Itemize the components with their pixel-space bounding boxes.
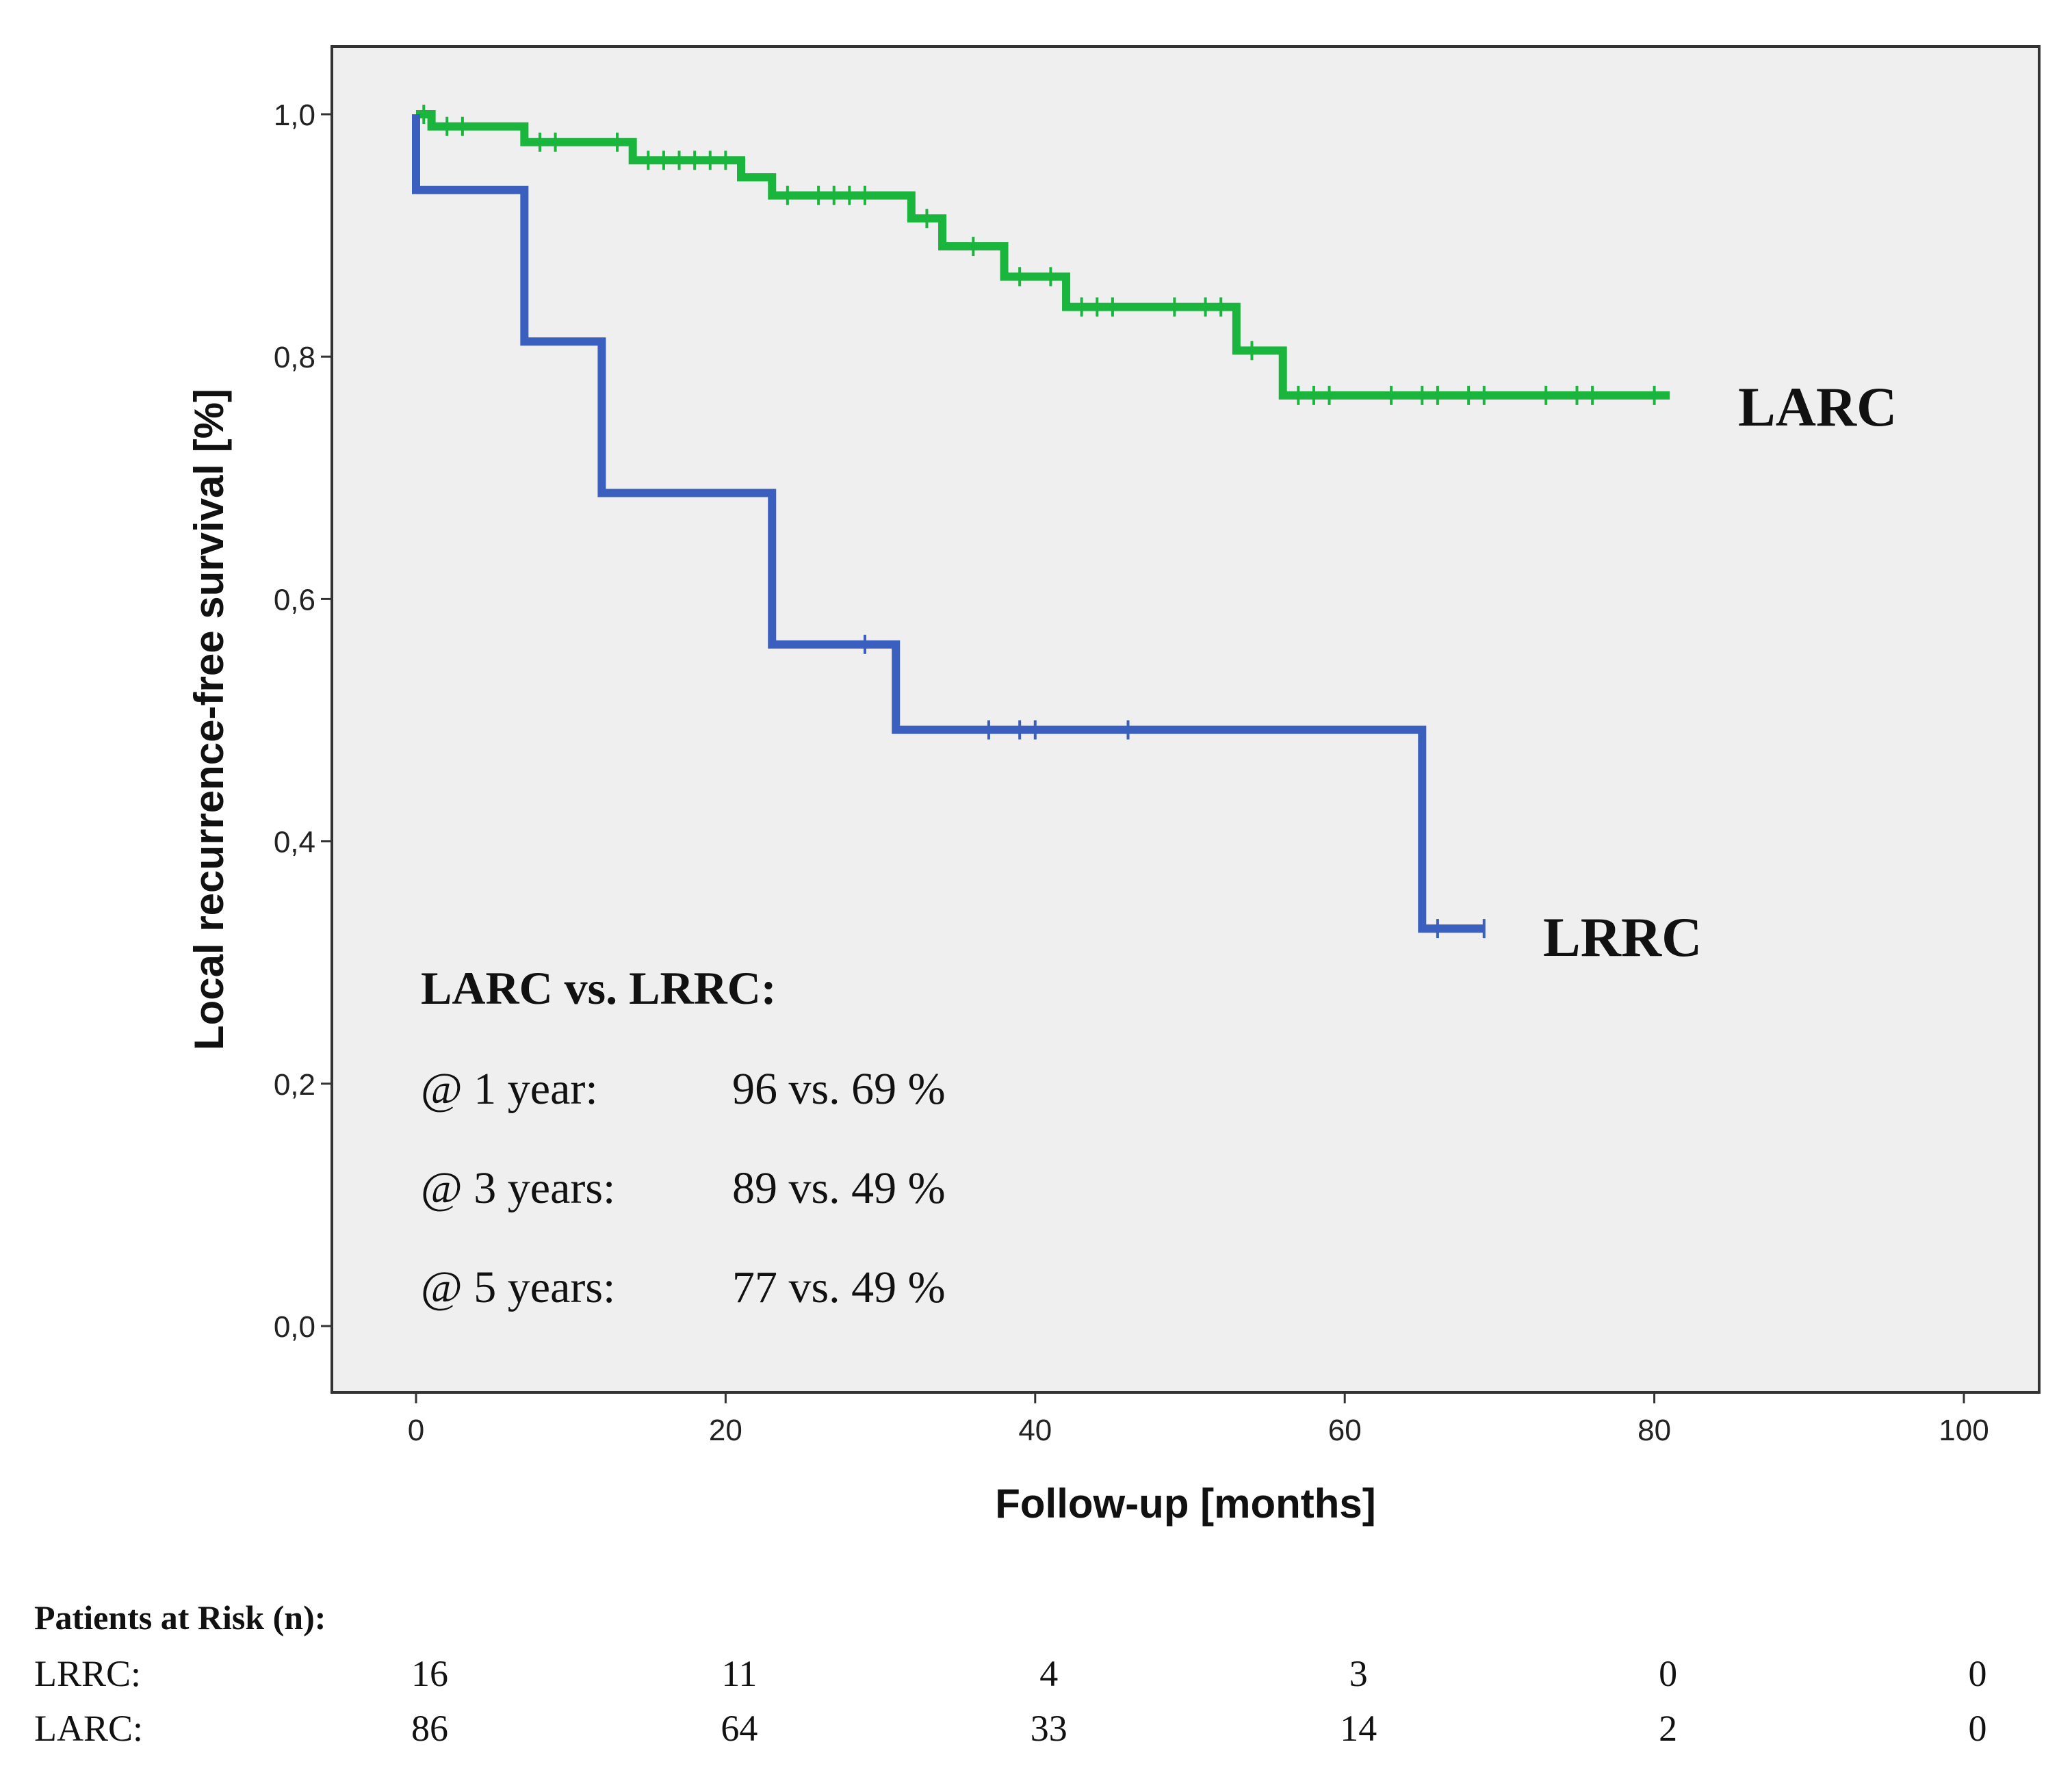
x-tick-label: 100 [1939,1414,1989,1447]
risk-cell: 4 [1039,1653,1059,1694]
series-label-lrrc: LRRC [1543,906,1702,968]
km-curve-larc [416,110,1670,400]
y-tick-label: 0,0 [274,1310,315,1344]
x-tick-label: 20 [709,1414,742,1447]
risk-row-lrrc: LRRC: 16 11 4 3 0 0 [34,1652,2060,1700]
risk-cell: 16 [411,1653,448,1694]
y-axis-title: Local recurrence-free survival [%] [186,389,232,1050]
y-tick-label: 0,2 [274,1068,315,1102]
stats-annotation: LARC vs. LRRC: @ 1 year: 96 vs. 69 % @ 3… [421,962,946,1312]
km-curve-lrrc [412,114,1484,933]
annotation-row-label: @ 1 year: [421,1064,598,1114]
risk-cell: 2 [1659,1708,1678,1749]
risk-cell: 14 [1340,1708,1377,1749]
x-axis-title: Follow-up [months] [995,1481,1376,1527]
risk-cell: 3 [1349,1653,1368,1694]
axes: 0,0 0,2 0,4 0,6 0,8 1,0 0 20 40 60 80 100 [274,99,1989,1447]
series-label-larc: LARC [1738,376,1897,438]
risk-cell: 11 [721,1653,757,1694]
risk-cell: 0 [1659,1653,1678,1694]
y-tick-label: 1,0 [274,99,315,132]
annotation-row-label: @ 5 years: [421,1262,615,1312]
y-tick-label: 0,6 [274,583,315,616]
series-layer [412,105,1670,939]
risk-cell: 33 [1030,1708,1067,1749]
risk-table-title: Patients at Risk (n): [34,1598,326,1637]
risk-cell: 86 [411,1708,448,1749]
annotation-row-value: 96 vs. 69 % [732,1064,946,1114]
risk-row-label: LRRC: [34,1653,142,1694]
annotation-heading: LARC vs. LRRC: [421,962,776,1014]
risk-row-label: LARC: [34,1708,144,1749]
plot-area [331,45,2041,1394]
y-tick-label: 0,4 [274,826,315,859]
risk-cell: 0 [1968,1653,1987,1694]
x-tick-label: 0 [408,1414,424,1447]
x-tick-label: 60 [1328,1414,1362,1447]
risk-cell: 64 [721,1708,758,1749]
x-tick-label: 80 [1637,1414,1671,1447]
annotation-row-value: 77 vs. 49 % [732,1262,946,1312]
annotation-row-label: @ 3 years: [421,1163,615,1213]
risk-row-larc: LARC: 86 64 33 14 2 0 [34,1707,2060,1755]
x-tick-label: 40 [1018,1414,1052,1447]
annotation-row-value: 89 vs. 49 % [732,1163,946,1213]
y-tick-label: 0,8 [274,341,315,374]
patients-at-risk-table: Patients at Risk (n): LRRC: 16 11 4 3 0 … [34,1598,2060,1749]
risk-cell: 0 [1968,1708,1987,1749]
